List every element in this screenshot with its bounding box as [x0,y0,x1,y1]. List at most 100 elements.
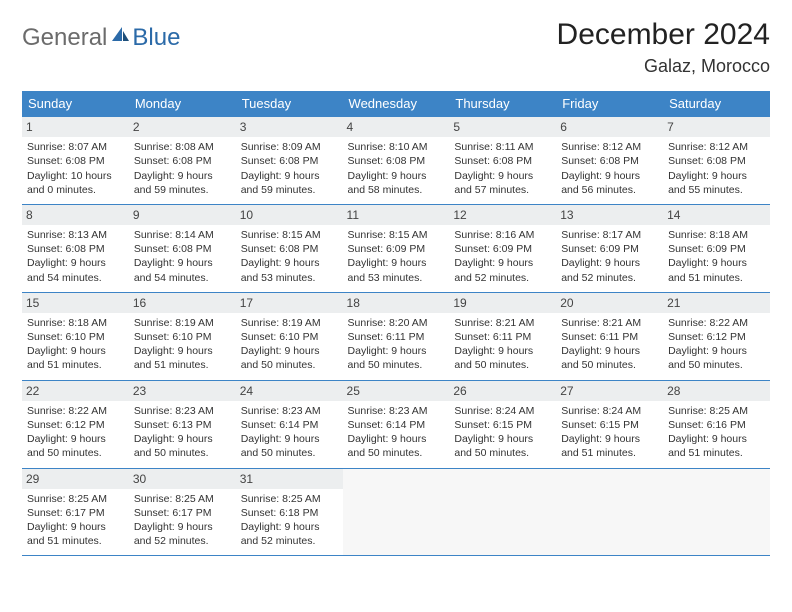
calendar-table: Sunday Monday Tuesday Wednesday Thursday… [22,91,770,556]
sunset-text: Sunset: 6:08 PM [241,242,338,256]
sunset-text: Sunset: 6:10 PM [134,330,231,344]
day-number: 9 [129,205,236,225]
daylight-text: Daylight: 9 hours and 51 minutes. [668,256,765,284]
month-title: December 2024 [557,18,770,52]
sunrise-text: Sunrise: 8:15 AM [348,228,445,242]
sunrise-text: Sunrise: 8:22 AM [668,316,765,330]
day-number: 30 [129,469,236,489]
weekday-heading: Tuesday [236,91,343,117]
daylight-text: Daylight: 9 hours and 53 minutes. [348,256,445,284]
calendar-day-cell: 9Sunrise: 8:14 AMSunset: 6:08 PMDaylight… [129,204,236,292]
sunset-text: Sunset: 6:08 PM [27,242,124,256]
day-number: 18 [343,293,450,313]
daylight-text: Daylight: 9 hours and 50 minutes. [668,344,765,372]
sunrise-text: Sunrise: 8:07 AM [27,140,124,154]
brand-text-2: Blue [132,24,180,52]
calendar-day-cell: 22Sunrise: 8:22 AMSunset: 6:12 PMDayligh… [22,380,129,468]
sunrise-text: Sunrise: 8:15 AM [241,228,338,242]
sunset-text: Sunset: 6:14 PM [241,418,338,432]
daylight-text: Daylight: 9 hours and 50 minutes. [454,432,551,460]
calendar-day-cell: 11Sunrise: 8:15 AMSunset: 6:09 PMDayligh… [343,204,450,292]
sunrise-text: Sunrise: 8:23 AM [241,404,338,418]
calendar-day-cell: 27Sunrise: 8:24 AMSunset: 6:15 PMDayligh… [556,380,663,468]
day-number: 21 [663,293,770,313]
sunrise-text: Sunrise: 8:24 AM [454,404,551,418]
sunset-text: Sunset: 6:15 PM [454,418,551,432]
calendar-day-cell: 13Sunrise: 8:17 AMSunset: 6:09 PMDayligh… [556,204,663,292]
calendar-day-cell: 6Sunrise: 8:12 AMSunset: 6:08 PMDaylight… [556,117,663,205]
day-number: 23 [129,381,236,401]
calendar-day-cell [449,468,556,556]
sunrise-text: Sunrise: 8:23 AM [134,404,231,418]
weekday-heading: Friday [556,91,663,117]
calendar-day-cell: 25Sunrise: 8:23 AMSunset: 6:14 PMDayligh… [343,380,450,468]
sunrise-text: Sunrise: 8:25 AM [27,492,124,506]
calendar-day-cell: 14Sunrise: 8:18 AMSunset: 6:09 PMDayligh… [663,204,770,292]
sunrise-text: Sunrise: 8:18 AM [668,228,765,242]
weekday-heading: Thursday [449,91,556,117]
calendar-week-row: 15Sunrise: 8:18 AMSunset: 6:10 PMDayligh… [22,292,770,380]
daylight-text: Daylight: 9 hours and 58 minutes. [348,169,445,197]
day-number: 29 [22,469,129,489]
day-number: 2 [129,117,236,137]
day-number: 13 [556,205,663,225]
day-number: 10 [236,205,343,225]
sunset-text: Sunset: 6:13 PM [134,418,231,432]
daylight-text: Daylight: 10 hours and 0 minutes. [27,169,124,197]
day-number: 5 [449,117,556,137]
sunrise-text: Sunrise: 8:12 AM [561,140,658,154]
sunrise-text: Sunrise: 8:23 AM [348,404,445,418]
sunset-text: Sunset: 6:16 PM [668,418,765,432]
calendar-day-cell [663,468,770,556]
calendar-day-cell: 10 Sunrise: 8:15 AMSunset: 6:08 PMDayligh… [236,204,343,292]
sunset-text: Sunset: 6:11 PM [348,330,445,344]
sunrise-text: Sunrise: 8:21 AM [561,316,658,330]
title-block: December 2024 Galaz, Morocco [557,18,770,77]
daylight-text: Daylight: 9 hours and 53 minutes. [241,256,338,284]
sunrise-text: Sunrise: 8:13 AM [27,228,124,242]
sunset-text: Sunset: 6:12 PM [668,330,765,344]
day-number: 16 [129,293,236,313]
sunset-text: Sunset: 6:08 PM [241,154,338,168]
daylight-text: Daylight: 9 hours and 50 minutes. [27,432,124,460]
sunset-text: Sunset: 6:14 PM [348,418,445,432]
calendar-week-row: 8Sunrise: 8:13 AMSunset: 6:08 PMDaylight… [22,204,770,292]
calendar-week-row: 1Sunrise: 8:07 AMSunset: 6:08 PMDaylight… [22,117,770,205]
day-number: 8 [22,205,129,225]
sunset-text: Sunset: 6:09 PM [454,242,551,256]
day-number: 22 [22,381,129,401]
sunrise-text: Sunrise: 8:08 AM [134,140,231,154]
daylight-text: Daylight: 9 hours and 51 minutes. [27,344,124,372]
day-number: 31 [236,469,343,489]
sunset-text: Sunset: 6:17 PM [27,506,124,520]
day-number: 27 [556,381,663,401]
calendar-day-cell: 12Sunrise: 8:16 AMSunset: 6:09 PMDayligh… [449,204,556,292]
sunset-text: Sunset: 6:09 PM [668,242,765,256]
sunrise-text: Sunrise: 8:25 AM [668,404,765,418]
sunset-text: Sunset: 6:09 PM [348,242,445,256]
sunset-text: Sunset: 6:15 PM [561,418,658,432]
sail-icon [110,22,130,50]
sunset-text: Sunset: 6:10 PM [241,330,338,344]
calendar-day-cell: 5Sunrise: 8:11 AMSunset: 6:08 PMDaylight… [449,117,556,205]
daylight-text: Daylight: 9 hours and 51 minutes. [27,520,124,548]
location-text: Galaz, Morocco [557,56,770,77]
brand-logo: General Blue [22,24,180,52]
day-number: 28 [663,381,770,401]
sunrise-text: Sunrise: 8:12 AM [668,140,765,154]
sunrise-text: Sunrise: 8:19 AM [134,316,231,330]
calendar-day-cell: 21 Sunrise: 8:22 AMSunset: 6:12 PMDayligh… [663,292,770,380]
calendar-day-cell: 31Sunrise: 8:25 AMSunset: 6:18 PMDayligh… [236,468,343,556]
daylight-text: Daylight: 9 hours and 50 minutes. [348,432,445,460]
sunset-text: Sunset: 6:08 PM [561,154,658,168]
daylight-text: Daylight: 9 hours and 56 minutes. [561,169,658,197]
daylight-text: Daylight: 9 hours and 57 minutes. [454,169,551,197]
sunrise-text: Sunrise: 8:24 AM [561,404,658,418]
calendar-day-cell: 16Sunrise: 8:19 AMSunset: 6:10 PMDayligh… [129,292,236,380]
sunset-text: Sunset: 6:17 PM [134,506,231,520]
day-number: 26 [449,381,556,401]
daylight-text: Daylight: 9 hours and 55 minutes. [668,169,765,197]
sunrise-text: Sunrise: 8:19 AM [241,316,338,330]
sunset-text: Sunset: 6:08 PM [454,154,551,168]
calendar-header-row: Sunday Monday Tuesday Wednesday Thursday… [22,91,770,117]
